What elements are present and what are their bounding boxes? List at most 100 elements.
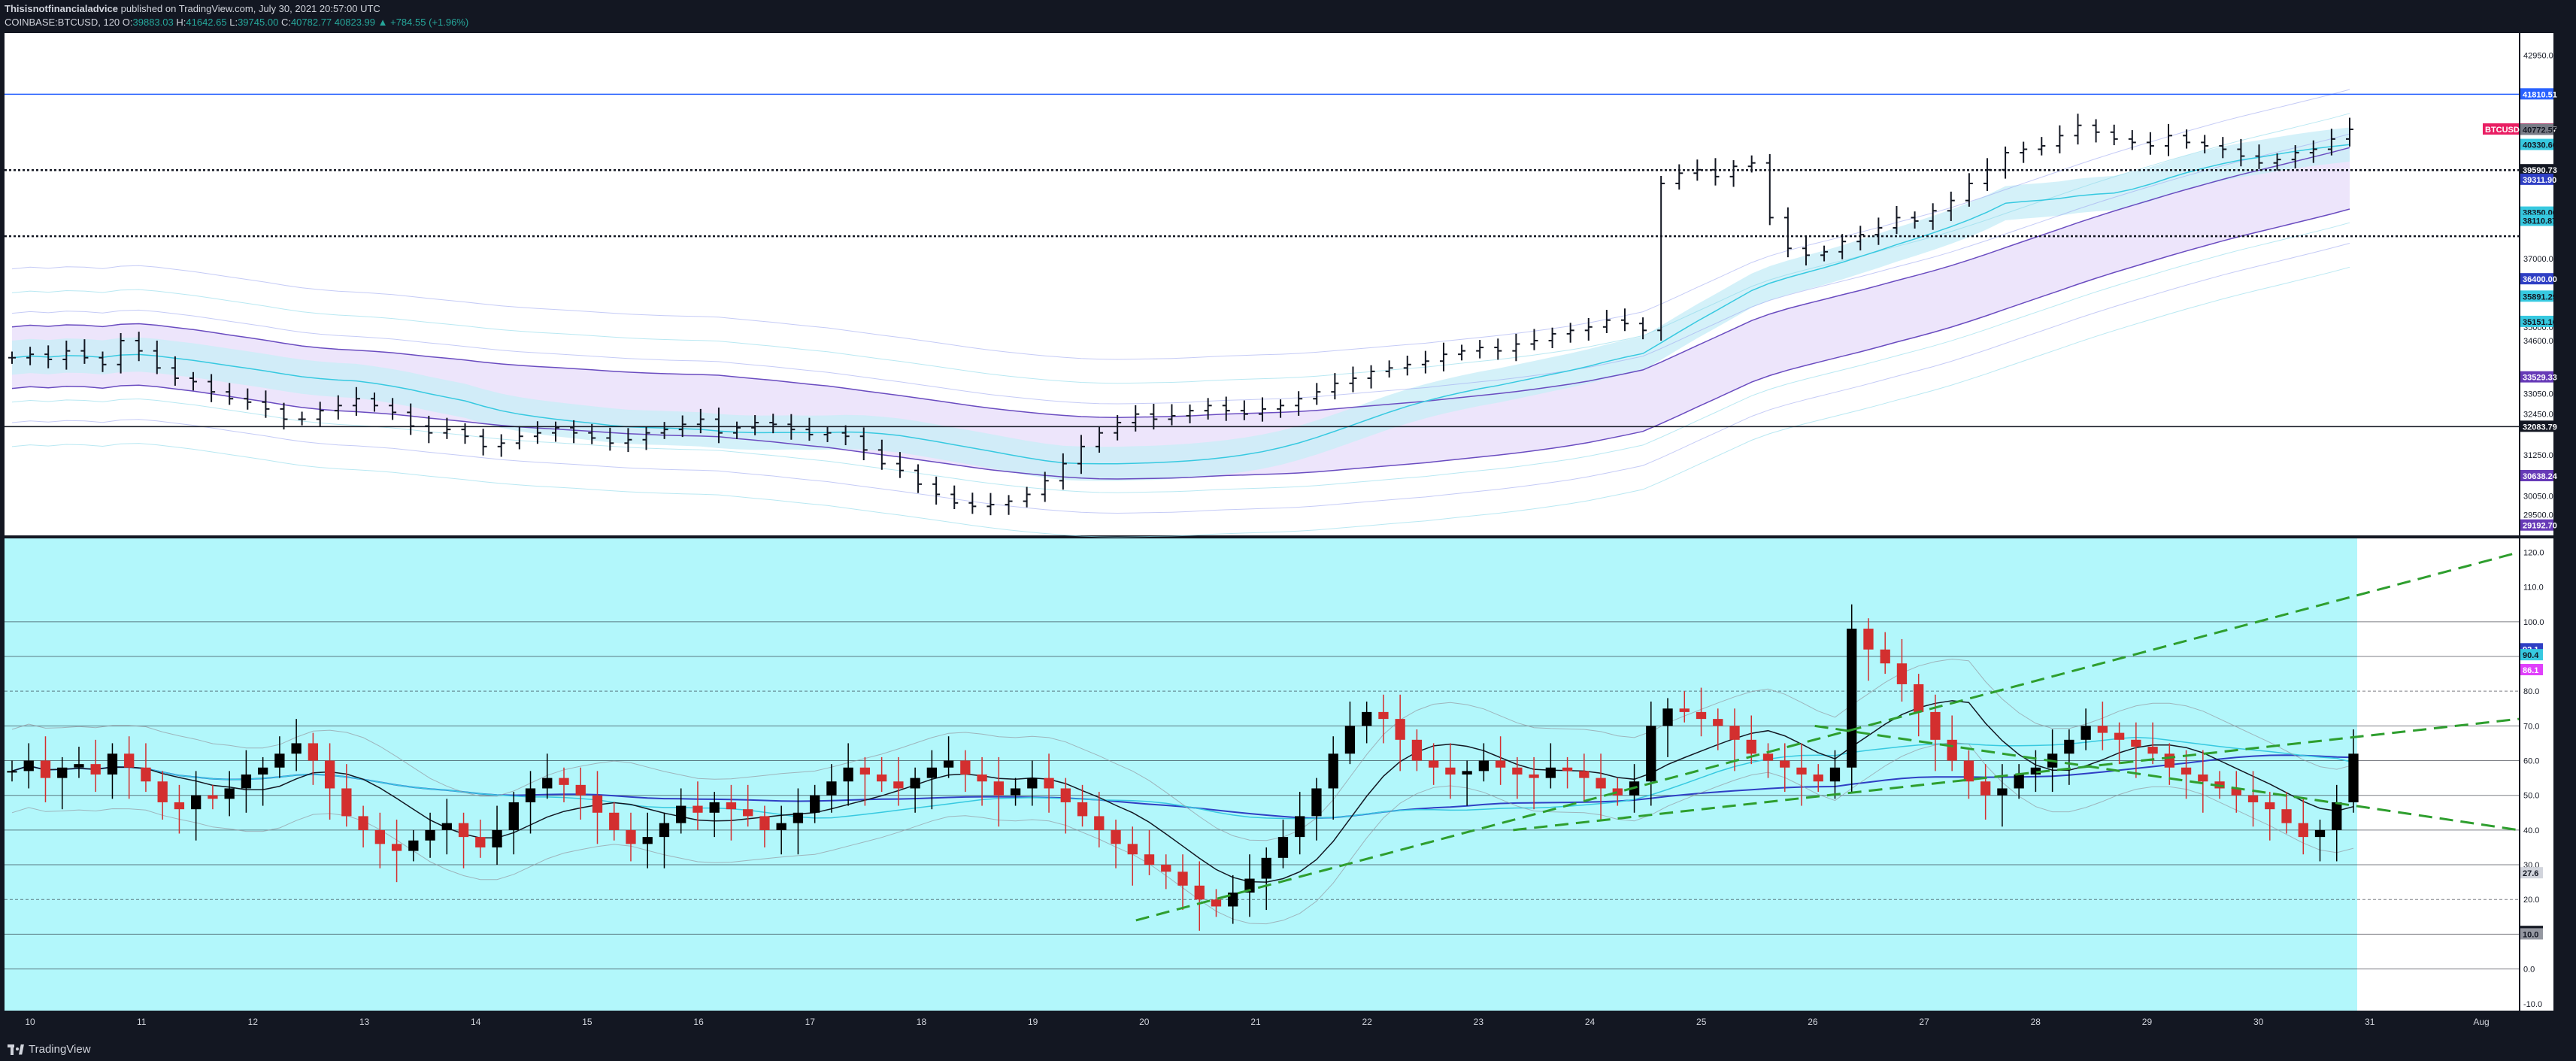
price-bar: [1548, 327, 1556, 348]
price-bar: [1240, 400, 1248, 420]
price-bar: [733, 421, 741, 439]
oscillator-highlight-zone: [5, 538, 2357, 1011]
oscillator-candle: [1963, 750, 1974, 799]
oscillator-candle: [40, 736, 51, 802]
close-value: 40782.77: [290, 17, 332, 28]
oscillator-candle: [1679, 691, 1690, 723]
price-bar: [1367, 365, 1375, 389]
price-badge-value: 35151.16: [2523, 318, 2557, 327]
price-bar: [624, 428, 632, 453]
oscillator-candle: [893, 756, 904, 806]
oscillator-axis-tick: 60.0: [2523, 757, 2539, 766]
price-bar: [280, 402, 288, 430]
price-bar: [2237, 138, 2245, 167]
price-bar: [135, 332, 143, 362]
oscillator-candle: [910, 767, 920, 813]
oscillator-candle: [2265, 792, 2275, 841]
price-bar: [1077, 435, 1085, 474]
oscillator-candle: [107, 743, 118, 799]
trend-line: [1814, 724, 2520, 832]
price-badge: [2520, 88, 2553, 100]
price-bar: [1911, 211, 1919, 229]
price-bar: [588, 423, 596, 444]
price-axis-tick: 42950.00: [2523, 52, 2558, 61]
oscillator-candle: [1094, 792, 1105, 847]
time-axis-tick: 24: [1585, 1017, 1596, 1027]
oscillator-candle: [90, 739, 101, 793]
price-axis-tick: 32450.00: [2523, 411, 2558, 420]
price-bar: [1096, 426, 1104, 453]
oscillator-candle: [977, 756, 987, 806]
price-bar: [1059, 453, 1067, 490]
oscillator-candle: [1378, 694, 1389, 744]
oscillator-candle: [2332, 784, 2342, 862]
oscillator-candle: [1780, 743, 1790, 793]
change-value: 40823.99 ▲ +784.55 (+1.96%): [334, 17, 469, 28]
oscillator-candle: [1311, 778, 1322, 841]
oscillator-candle: [1914, 674, 1924, 737]
oscillator-candle: [1277, 820, 1289, 869]
oscillator-candle: [174, 784, 185, 834]
price-bar: [606, 427, 614, 451]
price-badge: [2520, 164, 2553, 176]
price-bar: [352, 387, 360, 416]
oscillator-candle: [1863, 618, 1874, 681]
oscillator-candle: [257, 756, 268, 806]
price-bar: [823, 426, 832, 442]
chart-header-title: Thisisnotfinancialadvice published on Tr…: [5, 3, 380, 14]
oscillator-candle: [2097, 702, 2108, 750]
oscillator-candle: [1077, 784, 1088, 827]
price-badge-value: 41810.51: [2523, 90, 2557, 99]
oscillator-candle: [157, 771, 168, 820]
oscillator-candle: [810, 784, 820, 823]
open-label: O:: [122, 17, 133, 28]
price-bar: [2273, 153, 2281, 171]
price-bar: [769, 414, 777, 434]
price-axis-tick: 37000.00: [2523, 255, 2558, 264]
oscillator-candle: [1980, 764, 1991, 820]
oscillator-candle: [408, 829, 419, 862]
price-bar: [515, 426, 523, 450]
oscillator-candle: [960, 750, 971, 793]
envelope-line: [11, 266, 2350, 538]
oscillator-badge-value: 10.0: [2523, 930, 2538, 939]
price-badge: [2520, 315, 2553, 327]
open-value: 39883.03: [132, 17, 174, 28]
price-bar: [80, 339, 89, 364]
price-bar: [1186, 404, 1194, 423]
price-bar: [1929, 203, 1937, 230]
price-bar: [660, 422, 668, 439]
oscillator-candle: [274, 736, 285, 778]
oscillator-candle: [759, 805, 770, 847]
oscillator-candle: [1847, 604, 1857, 793]
oscillator-candle: [2231, 771, 2241, 813]
price-bar: [1476, 340, 1484, 359]
time-axis-tick: 21: [1250, 1017, 1261, 1027]
oscillator-axis-tick: 0.0: [2523, 966, 2535, 975]
envelope-line: [11, 243, 2350, 514]
price-bar: [171, 356, 179, 386]
oscillator-candle: [124, 736, 135, 799]
time-axis-tick: 28: [2031, 1017, 2041, 1027]
time-axis-tick: 23: [1474, 1017, 1484, 1027]
price-bar: [298, 411, 306, 426]
symbol-badge: [2483, 123, 2519, 135]
price-bar: [1711, 158, 1720, 186]
oscillator-candle: [1395, 694, 1405, 771]
price-bar: [1041, 471, 1049, 502]
oscillator-candle: [743, 784, 753, 827]
low-label: L:: [229, 17, 238, 28]
oscillator-candle: [2014, 764, 2024, 799]
price-bar: [1566, 323, 1574, 343]
tradingview-logo: TradingView: [8, 1043, 91, 1056]
time-axis-tick: 31: [2365, 1017, 2375, 1027]
chart-header-ohlc: COINBASE:BTCUSD, 120 O:39883.03 H:41642.…: [5, 17, 468, 28]
price-bar: [696, 408, 705, 434]
price-bar: [2201, 135, 2209, 153]
oscillator-candle: [1512, 756, 1523, 799]
oscillator-candle: [792, 788, 804, 855]
oscillator-candle: [642, 812, 653, 869]
price-bar: [262, 390, 270, 418]
oscillator-candle: [308, 732, 319, 785]
